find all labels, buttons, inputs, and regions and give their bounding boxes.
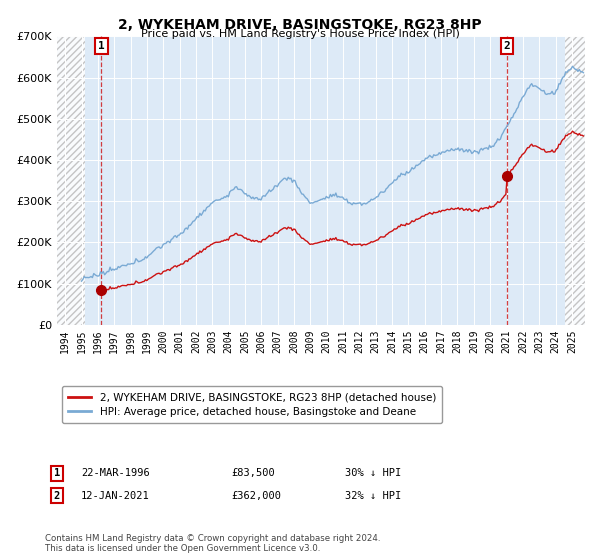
Polygon shape — [57, 36, 85, 325]
Text: 32% ↓ HPI: 32% ↓ HPI — [345, 491, 401, 501]
Polygon shape — [565, 36, 585, 325]
Text: 30% ↓ HPI: 30% ↓ HPI — [345, 468, 401, 478]
Text: 2, WYKEHAM DRIVE, BASINGSTOKE, RG23 8HP: 2, WYKEHAM DRIVE, BASINGSTOKE, RG23 8HP — [118, 18, 482, 32]
Text: 2: 2 — [504, 41, 511, 51]
Text: £83,500: £83,500 — [231, 468, 275, 478]
Text: 1: 1 — [54, 468, 60, 478]
Text: 22-MAR-1996: 22-MAR-1996 — [81, 468, 150, 478]
Text: 1: 1 — [98, 41, 105, 51]
Text: £362,000: £362,000 — [231, 491, 281, 501]
Text: Contains HM Land Registry data © Crown copyright and database right 2024.
This d: Contains HM Land Registry data © Crown c… — [45, 534, 380, 553]
Text: Price paid vs. HM Land Registry's House Price Index (HPI): Price paid vs. HM Land Registry's House … — [140, 29, 460, 39]
Text: 12-JAN-2021: 12-JAN-2021 — [81, 491, 150, 501]
Text: 2: 2 — [54, 491, 60, 501]
Legend: 2, WYKEHAM DRIVE, BASINGSTOKE, RG23 8HP (detached house), HPI: Average price, de: 2, WYKEHAM DRIVE, BASINGSTOKE, RG23 8HP … — [62, 386, 442, 423]
